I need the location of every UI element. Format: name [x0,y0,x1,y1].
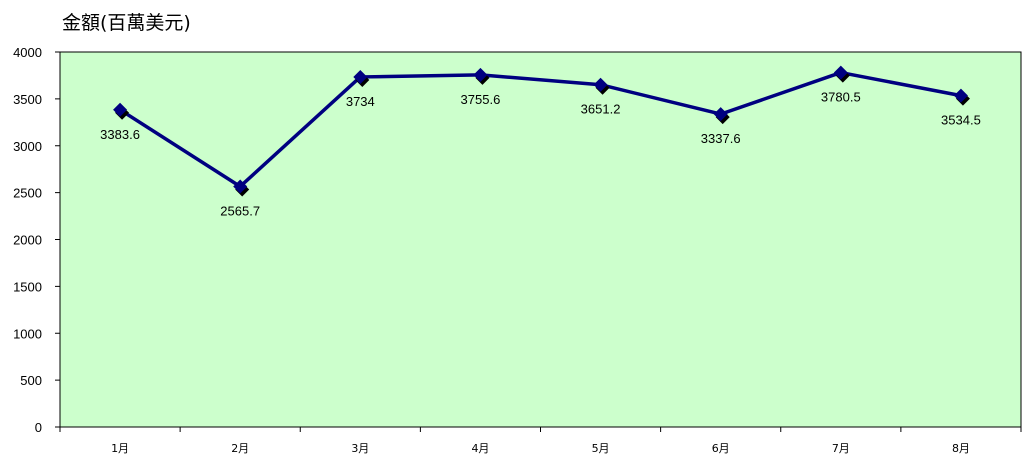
data-point [953,88,968,103]
data-point [473,67,488,82]
x-tick-label: 4月 [471,442,489,455]
y-tick-label: 3000 [13,139,42,154]
data-point [593,77,608,92]
y-tick-label: 4000 [13,45,42,60]
data-point [353,69,368,84]
series-group: 3383.6 2565.7 3734 3755.6 3651.2 3337.6 3780.5… [100,65,981,218]
data-label: 3755.6 [461,92,501,107]
data-label: 3734 [346,94,375,109]
x-axis: 1月 2月 3月 4月 5月 6月 7月 8月 [59,426,1022,455]
plot-area [59,51,1022,428]
x-tick-label: 7月 [832,442,850,455]
y-tick-label: 3500 [13,92,42,107]
x-tick-label: 6月 [712,442,730,455]
x-tick-label: 5月 [592,442,610,455]
data-label: 3534.5 [941,113,981,128]
y-axis-title: 金額(百萬美元) [62,12,191,34]
data-point [713,107,728,122]
data-label: 2565.7 [220,203,260,218]
data-label: 3383.6 [100,127,140,142]
data-label: 3337.6 [701,131,741,146]
data-point [833,65,848,80]
y-tick-label: 1000 [13,326,42,341]
series-line [119,70,962,189]
y-tick-label: 500 [20,373,42,388]
x-tick-label: 8月 [952,442,970,455]
y-axis: 0 500 1000 1500 2000 2500 3000 3500 4000 [13,45,61,435]
y-tick-label: 1500 [13,279,42,294]
y-tick-label: 2500 [13,186,42,201]
y-tick-label: 0 [35,420,42,435]
data-point [233,179,248,194]
x-tick-label: 2月 [231,442,249,455]
x-tick-label: 3月 [351,442,369,455]
y-tick-label: 2000 [13,233,42,248]
data-point [113,102,128,117]
data-label: 3651.2 [581,102,621,117]
x-tick-label: 1月 [111,442,129,455]
data-label: 3780.5 [821,90,861,105]
